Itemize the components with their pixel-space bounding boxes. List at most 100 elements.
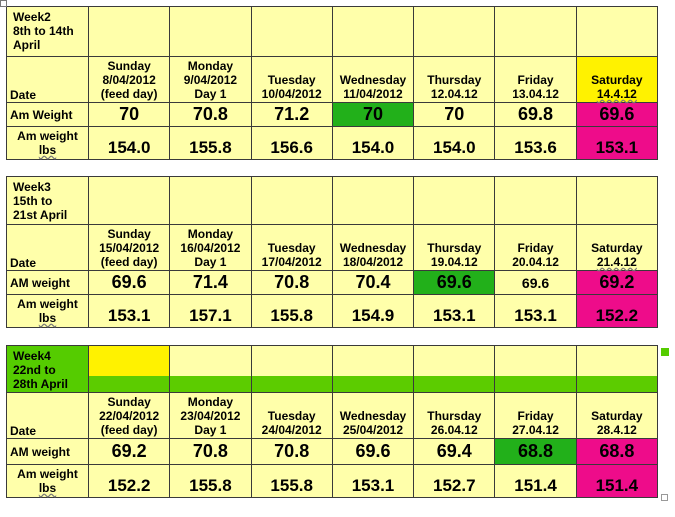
day-date: 10/04/2012 xyxy=(261,87,322,101)
day-date: 13.04.12 xyxy=(512,87,559,101)
date-header-friday: Friday 27.04.12 xyxy=(494,392,577,439)
day-note: Day 1 xyxy=(194,87,227,101)
blank-cell xyxy=(575,6,659,57)
day-name: Tuesday xyxy=(267,73,316,87)
blank-cell xyxy=(575,176,659,225)
lbs-value: 152.2 xyxy=(575,294,659,328)
kg-value: 71.4 xyxy=(169,270,252,295)
lbs-value: 155.8 xyxy=(250,464,333,498)
day-date: 22/04/2012 xyxy=(99,409,160,423)
date-header-friday: Friday 13.04.12 xyxy=(494,56,577,103)
day-name: Monday xyxy=(187,227,234,241)
date-label: Date xyxy=(6,392,89,439)
lbs-value: 151.4 xyxy=(494,464,577,498)
day-note: (feed day) xyxy=(100,255,158,269)
table-anchor-icon[interactable] xyxy=(0,0,7,7)
selection-handle[interactable] xyxy=(661,494,668,501)
lbs-value: 153.1 xyxy=(575,126,659,160)
blank-cell xyxy=(331,345,415,393)
lbs-value: 153.1 xyxy=(87,294,171,328)
date-header-thursday: Thursday 19.04.12 xyxy=(413,224,496,271)
date-header-monday: Monday 9/04/2012 Day 1 xyxy=(169,56,252,103)
date-header-saturday: Saturday 28.4.12 xyxy=(575,392,659,439)
blank-cell xyxy=(413,6,496,57)
lbs-value: 154.0 xyxy=(413,126,496,160)
lbs-value: 153.1 xyxy=(494,294,577,328)
day-note: (feed day) xyxy=(100,87,158,101)
week3-title: Week3 15th to 21st April xyxy=(6,176,89,225)
day-date: 12.04.12 xyxy=(430,87,478,101)
day-name: Monday xyxy=(187,395,234,409)
blank-cell xyxy=(494,176,577,225)
day-date: 11/04/2012 xyxy=(343,87,403,101)
blank-cell xyxy=(413,345,496,393)
kg-value: 69.8 xyxy=(494,102,577,127)
kg-value: 68.8 xyxy=(575,438,659,465)
date-header-saturday: Saturday 14.4.12 xyxy=(575,56,659,103)
date-label: Date xyxy=(6,224,89,271)
blank-cell xyxy=(87,6,171,57)
blank-cell xyxy=(250,176,333,225)
day-name: Saturday xyxy=(591,409,643,423)
lbs-label-line: Am weight xyxy=(17,467,78,481)
blank-cell xyxy=(250,345,333,393)
kg-value: 70 xyxy=(331,102,415,127)
lbs-label: Am weight lbs xyxy=(6,294,89,328)
kg-value: 70.4 xyxy=(331,270,415,295)
date-header-friday: Friday 20.04.12 xyxy=(494,224,577,271)
lbs-value: 154.0 xyxy=(331,126,415,160)
lbs-value: 155.8 xyxy=(169,464,252,498)
blank-cell xyxy=(413,176,496,225)
kg-value: 69.6 xyxy=(413,270,496,295)
green-fill-bar xyxy=(89,376,170,392)
lbs-label: Am weight lbs xyxy=(6,464,89,498)
week-title-line: 15th to xyxy=(13,194,53,208)
lbs-label-unit: lbs xyxy=(38,311,57,325)
kg-value: 68.8 xyxy=(494,438,577,465)
kg-value: 70 xyxy=(413,102,496,127)
lbs-value: 155.8 xyxy=(169,126,252,160)
lbs-label: Am weight lbs xyxy=(6,126,89,160)
day-name: Friday xyxy=(517,409,554,423)
day-name: Wednesday xyxy=(339,409,407,423)
day-name: Friday xyxy=(517,73,554,87)
week3-table: Week3 15th to 21st April Date Sunday 15/0… xyxy=(6,176,659,328)
day-name: Monday xyxy=(187,59,234,73)
blank-cell xyxy=(169,6,252,57)
week-title-line: Week4 xyxy=(13,349,51,363)
day-name: Thursday xyxy=(427,409,482,423)
day-date: 9/04/2012 xyxy=(183,73,238,87)
kg-value: 70.8 xyxy=(169,102,252,127)
week2-title: Week2 8th to 14th April xyxy=(6,6,89,57)
date-header-sunday: Sunday 22/04/2012 (feed day) xyxy=(87,392,171,439)
kg-value: 69.6 xyxy=(331,438,415,465)
green-fill-bar xyxy=(332,376,414,392)
date-header-thursday: Thursday 26.04.12 xyxy=(413,392,496,439)
day-note: (feed day) xyxy=(100,423,158,437)
kg-value: 69.2 xyxy=(87,438,171,465)
blank-cell xyxy=(87,176,171,225)
date-header-sunday: Sunday 8/04/2012 (feed day) xyxy=(87,56,171,103)
green-fill-bar xyxy=(170,376,251,392)
day-date: 20.04.12 xyxy=(512,255,559,269)
kg-value: 69.4 xyxy=(413,438,496,465)
day-note: Day 1 xyxy=(194,255,227,269)
lbs-value: 153.1 xyxy=(413,294,496,328)
date-header-tuesday: Tuesday 24/04/2012 xyxy=(250,392,333,439)
week-title-line: 8th to 14th xyxy=(13,24,74,38)
day-date: 21.4.12 xyxy=(596,255,637,269)
week4-title: Week4 22nd to 28th April xyxy=(6,345,89,393)
lbs-label-unit: lbs xyxy=(38,143,57,157)
blank-cell xyxy=(575,345,659,393)
day-date: 28.4.12 xyxy=(596,423,637,437)
kg-value: 70.8 xyxy=(169,438,252,465)
day-name: Sunday xyxy=(107,59,151,73)
day-date: 23/04/2012 xyxy=(180,409,241,423)
week-title-line: 22nd to xyxy=(13,363,56,377)
lbs-value: 151.4 xyxy=(575,464,659,498)
selection-handle[interactable] xyxy=(661,348,669,356)
date-header-sunday: Sunday 15/04/2012 (feed day) xyxy=(87,224,171,271)
kg-value: 70.8 xyxy=(250,438,333,465)
day-date: 26.04.12 xyxy=(430,423,478,437)
day-date: 8/04/2012 xyxy=(102,73,156,87)
